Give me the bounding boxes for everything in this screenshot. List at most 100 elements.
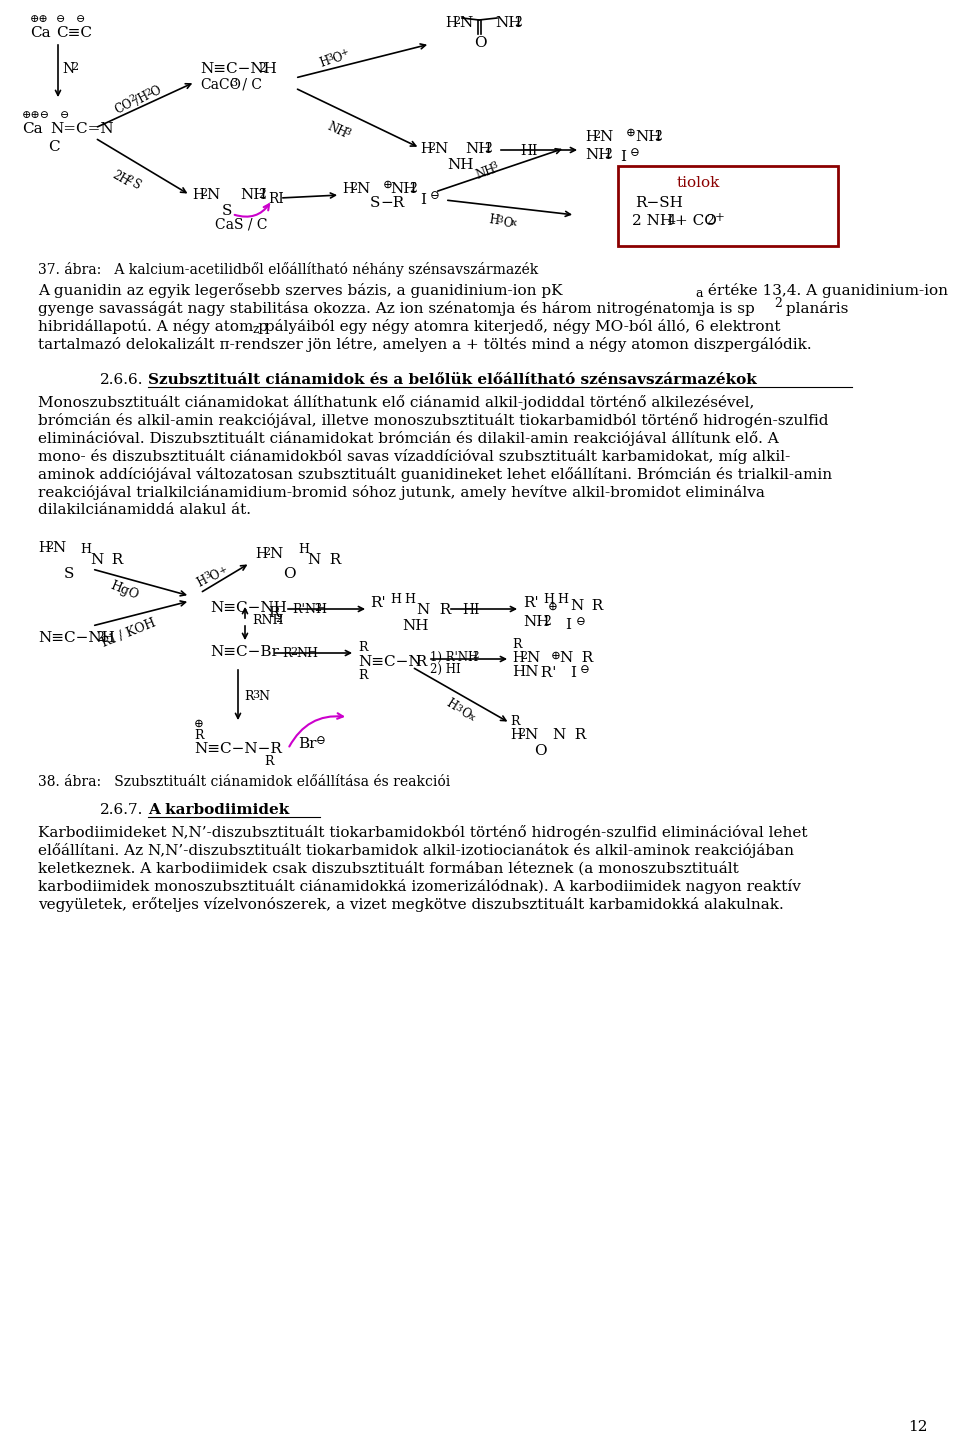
Text: N: N — [434, 143, 447, 156]
Text: H: H — [80, 543, 91, 556]
Text: S: S — [130, 177, 144, 193]
Text: N: N — [258, 690, 269, 703]
Text: N: N — [356, 181, 370, 196]
Text: reakciójával trialkilciánamidium-bromid sóhoz jutunk, amely hevítve alkil-bromid: reakciójával trialkilciánamidium-bromid … — [38, 485, 765, 500]
Bar — [618, 166, 838, 246]
Text: 2: 2 — [514, 16, 522, 29]
Text: 2: 2 — [275, 613, 282, 624]
Text: O: O — [149, 84, 163, 99]
Text: H: H — [298, 543, 309, 556]
Text: N: N — [524, 729, 538, 742]
Text: N=C=N: N=C=N — [50, 122, 113, 135]
Text: Ca: Ca — [22, 122, 42, 135]
Text: N≡C−N−R: N≡C−N−R — [194, 742, 282, 756]
Text: keletkeznek. A karbodiimidek csak diszubsztituált formában léteznek (a monoszubs: keletkeznek. A karbodiimidek csak diszub… — [38, 861, 739, 876]
Text: ⊕⊕⊖: ⊕⊕⊖ — [22, 109, 50, 120]
Text: 3: 3 — [342, 127, 351, 138]
Text: ⊕: ⊕ — [551, 649, 561, 662]
Text: 2: 2 — [46, 541, 53, 552]
Text: z: z — [253, 323, 259, 336]
Text: R: R — [565, 729, 587, 742]
Text: R: R — [358, 641, 368, 654]
Text: 3: 3 — [490, 160, 499, 170]
Text: R'NH: R'NH — [292, 603, 327, 616]
FancyArrowPatch shape — [289, 713, 343, 746]
Text: eliminációval. Diszubsztituált ciánamidokat brómcián és dilakil-amin reakciójáva: eliminációval. Diszubsztituált ciánamido… — [38, 431, 779, 446]
Text: I: I — [565, 618, 571, 632]
Text: S: S — [370, 196, 380, 210]
Text: R: R — [102, 553, 123, 567]
Text: 3: 3 — [496, 215, 503, 225]
Text: 2: 2 — [774, 297, 781, 310]
Text: RI: RI — [268, 192, 284, 206]
Text: N≡C−N: N≡C−N — [358, 655, 421, 670]
Text: O: O — [331, 50, 345, 65]
Text: x: x — [511, 217, 517, 228]
Text: dilakilciánamiddá alakul át.: dilakilciánamiddá alakul át. — [38, 503, 251, 517]
Text: 2: 2 — [520, 651, 527, 661]
Text: I: I — [420, 193, 426, 207]
Text: 2: 2 — [543, 615, 551, 628]
Text: mono- és diszubsztituált ciánamidokból savas vízaddícióval szubsztituált karbami: mono- és diszubsztituált ciánamidokból s… — [38, 449, 790, 464]
Text: O: O — [474, 36, 487, 50]
Text: N: N — [62, 62, 74, 76]
Text: a: a — [695, 287, 703, 300]
Text: előállítani. Az N,N’-diszubsztituált tiokarbamidok alkil-izotiocianátok és alkil: előállítani. Az N,N’-diszubsztituált tio… — [38, 842, 794, 858]
Text: N: N — [416, 603, 429, 616]
Text: N: N — [307, 553, 321, 567]
Text: N: N — [559, 651, 572, 665]
Text: NH: NH — [325, 120, 349, 141]
Text: 2: 2 — [453, 16, 460, 26]
Text: R: R — [572, 651, 593, 665]
Text: tiolok: tiolok — [676, 176, 720, 190]
Text: R: R — [582, 599, 603, 613]
Text: 2H: 2H — [110, 168, 132, 189]
Text: 2: 2 — [706, 215, 714, 228]
Text: H: H — [488, 213, 500, 228]
Text: CaS / C: CaS / C — [215, 217, 268, 232]
Text: +: + — [218, 564, 229, 576]
Text: 2: 2 — [124, 174, 133, 184]
Text: NH: NH — [390, 181, 417, 196]
Text: R: R — [264, 755, 274, 768]
Text: ⊖: ⊖ — [76, 14, 85, 24]
Text: ⊖: ⊖ — [60, 109, 69, 120]
Text: vegyületek, erőteljes vízelvonószerek, a vizet megkötve diszubsztituált karbamid: vegyületek, erőteljes vízelvonószerek, a… — [38, 897, 783, 912]
Text: ⊖: ⊖ — [316, 734, 325, 747]
Text: 3: 3 — [230, 78, 237, 88]
Text: R: R — [282, 647, 292, 660]
Text: Br: Br — [298, 737, 317, 752]
Text: planáris: planáris — [781, 301, 849, 315]
Text: C≡C: C≡C — [56, 26, 92, 40]
Text: N: N — [206, 189, 219, 202]
Text: R: R — [510, 716, 519, 729]
Text: NH: NH — [635, 130, 661, 144]
Text: H: H — [404, 593, 415, 606]
Text: HgO: HgO — [108, 579, 140, 602]
Text: x: x — [467, 711, 476, 723]
Text: N: N — [599, 130, 612, 144]
Text: O: O — [458, 706, 473, 721]
Text: R: R — [512, 638, 521, 651]
Text: S: S — [64, 567, 74, 580]
Text: H: H — [38, 541, 50, 554]
Text: I: I — [570, 665, 576, 680]
Text: N: N — [459, 16, 472, 30]
Text: 4: 4 — [668, 215, 676, 228]
Text: N≡C−NH: N≡C−NH — [38, 631, 115, 645]
Text: A karbodiimidek: A karbodiimidek — [148, 804, 289, 816]
Text: 2: 2 — [258, 189, 266, 202]
Text: HN: HN — [512, 665, 539, 680]
Text: I: I — [620, 150, 626, 164]
Text: 2: 2 — [71, 62, 78, 72]
Text: 2: 2 — [128, 94, 137, 104]
Text: H: H — [445, 16, 457, 30]
Text: R: R — [268, 606, 279, 621]
Text: NH: NH — [465, 143, 492, 156]
Text: ⊕: ⊕ — [548, 600, 558, 613]
Text: 2: 2 — [96, 631, 104, 644]
Text: ⊖: ⊖ — [576, 615, 586, 628]
Text: NH: NH — [474, 163, 497, 183]
Text: H: H — [557, 593, 568, 606]
Text: O: O — [534, 744, 546, 757]
